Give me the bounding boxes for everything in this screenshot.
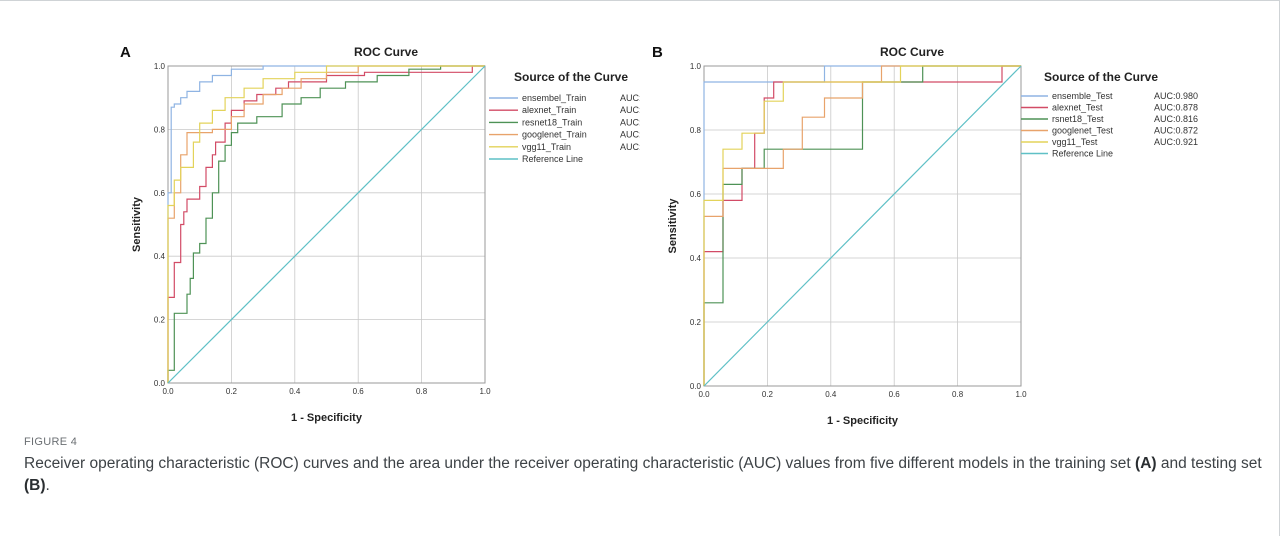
figure-label: FIGURE 4 <box>24 436 77 448</box>
panel-a-letter: A <box>120 44 131 61</box>
panel-b-legend-title: Source of the Curve <box>1044 70 1158 84</box>
panel-a-x-tick-label: 0.0 <box>162 387 174 396</box>
panel-a-legend-auc-4: AUC:0.920 <box>620 142 640 152</box>
panel-b-legend-name-2: rsnet18_Test <box>1052 114 1104 124</box>
panel-a-legend-name-1: alexnet_Train <box>522 105 576 115</box>
panel-b-legend-auc-4: AUC:0.921 <box>1154 137 1198 147</box>
panel-a-legend-title: Source of the Curve <box>514 70 628 84</box>
panel-b-y-tick-label: 0.0 <box>690 382 702 391</box>
panel-b-title: ROC Curve <box>880 45 944 59</box>
panel-b-x-tick-label: 0.2 <box>762 390 774 399</box>
panel-b-x-axis-label: 1 - Specificity <box>827 415 899 427</box>
panel-b-legend-auc-0: AUC:0.980 <box>1154 91 1198 101</box>
panel-a-legend-name-5: Reference Line <box>522 154 583 164</box>
figure-caption: Receiver operating characteristic (ROC) … <box>24 453 1264 497</box>
panel-a-x-tick-label: 0.4 <box>289 387 301 396</box>
panel-b-legend-name-1: alexnet_Test <box>1052 103 1103 113</box>
panel-b-legend-name-3: googlenet_Test <box>1052 126 1114 136</box>
caption-ref-a: (A) <box>1135 455 1157 472</box>
panel-b-x-tick-label: 0.6 <box>889 390 901 399</box>
panel-a-legend-auc-3: AUC:0.912 <box>620 130 640 140</box>
panel-b-legend-auc-3: AUC:0.872 <box>1154 126 1198 136</box>
caption-ref-b: (B) <box>24 477 46 494</box>
panel-a-legend-auc-1: AUC:0.900 <box>620 105 640 115</box>
panel-a-legend-name-2: resnet18_Train <box>522 117 582 127</box>
panel-a-y-tick-label: 0.2 <box>154 316 166 325</box>
panel-b-legend-auc-1: AUC:0.878 <box>1154 103 1198 113</box>
caption-part-2: and testing set <box>1157 455 1262 472</box>
caption-part-1: Receiver operating characteristic (ROC) … <box>24 455 1135 472</box>
panel-a-y-tick-label: 1.0 <box>154 62 166 71</box>
panel-a-legend-auc-0: AUC:0.978 <box>620 93 640 103</box>
panel-b-y-tick-label: 0.6 <box>690 190 702 199</box>
roc-chart-b: B ROC Curve 0.0 0.2 0.4 0.6 0.8 1.0 0.0 0.2 0.4 0.6… <box>640 0 1280 430</box>
panel-b-x-tick-label: 0.4 <box>825 390 837 399</box>
panel-b-legend-name-4: vgg11_Test <box>1052 137 1098 147</box>
panel-a-series-line-5 <box>168 66 485 383</box>
panel-a-x-tick-label: 0.6 <box>353 387 365 396</box>
panel-b-x-tick-label: 0.0 <box>698 390 710 399</box>
panel-b-x-tick-label: 1.0 <box>1015 390 1027 399</box>
panel-a-legend-name-0: ensembel_Train <box>522 93 586 103</box>
panel-a-y-tick-label: 0.0 <box>154 379 166 388</box>
panel-a-x-tick-label: 1.0 <box>479 387 491 396</box>
panel-a-title: ROC Curve <box>354 45 418 59</box>
panel-b-y-tick-label: 0.2 <box>690 318 702 327</box>
panel-b-x-tick-label: 0.8 <box>952 390 964 399</box>
panel-b-letter: B <box>652 44 663 61</box>
panel-a-legend-auc-2: AUC:0.835 <box>620 117 640 127</box>
panel-b-y-axis-label: Sensitivity <box>667 198 679 254</box>
panel-a-x-axis-label: 1 - Specificity <box>291 412 363 424</box>
panel-b-legend-auc-2: AUC:0.816 <box>1154 114 1198 124</box>
panel-a-x-tick-label: 0.8 <box>416 387 428 396</box>
panel-a-legend-name-3: googlenet_Train <box>522 130 587 140</box>
panel-a-legend-name-4: vgg11_Train <box>522 142 571 152</box>
panel-b-y-tick-label: 1.0 <box>690 62 702 71</box>
panel-b-legend-name-0: ensemble_Test <box>1052 91 1113 101</box>
panel-a-y-tick-label: 0.8 <box>154 125 166 134</box>
panel-a-y-axis-label: Sensitivity <box>131 196 143 252</box>
roc-chart-a: A ROC Curve 0.0 0.2 0.4 0.6 0.8 1.0 0.0 0.2 0.4 0.6… <box>0 0 640 430</box>
panel-a-x-tick-label: 0.2 <box>226 387 238 396</box>
panel-b-y-tick-label: 0.4 <box>690 254 702 263</box>
panel-b-legend-name-5: Reference Line <box>1052 149 1113 159</box>
panel-a-y-tick-label: 0.4 <box>154 252 166 261</box>
panel-a-y-tick-label: 0.6 <box>154 189 166 198</box>
panel-b-y-tick-label: 0.8 <box>690 126 702 135</box>
caption-part-3: . <box>46 477 50 494</box>
